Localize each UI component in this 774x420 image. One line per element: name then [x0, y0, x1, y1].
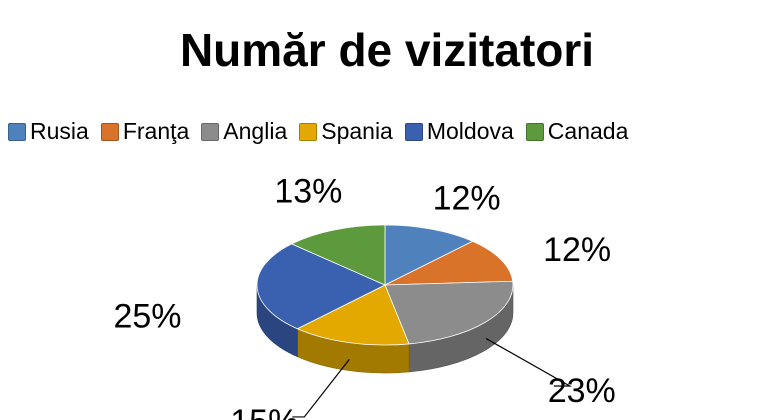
legend-label: Moldova: [426, 118, 514, 144]
chart-title: Număr de vizitatori: [179, 24, 595, 76]
legend-swatch: [8, 122, 26, 141]
legend-label: Anglia: [223, 118, 288, 144]
legend-item-rusia: Rusia: [8, 118, 89, 145]
pie-slice-moldova: [256, 243, 386, 330]
legend-swatch: [100, 122, 119, 141]
leader-line: [485, 338, 573, 387]
legend-swatch: [404, 122, 423, 141]
legend-item-anglia: Anglia: [201, 118, 287, 145]
legend-label: Spania: [321, 118, 393, 144]
pie-slice-canada: [290, 224, 386, 286]
chart-legend: Rusia Franţa Anglia Spania Moldova Canada: [8, 118, 768, 145]
legend-label: Rusia: [30, 118, 89, 144]
data-label-canada: 13%: [274, 173, 342, 211]
data-label-moldova: 25%: [113, 298, 181, 336]
legend-item-canada: Canada: [525, 118, 629, 145]
pie-slice-franta: [384, 240, 514, 286]
pie-slice-spania: [296, 284, 410, 346]
pie-slice-rusia: [384, 224, 474, 286]
legend-swatch: [299, 122, 318, 141]
data-label-spania: 15%: [230, 403, 298, 420]
leader-line: [292, 359, 350, 418]
data-label-rusia: 12%: [433, 180, 501, 218]
legend-swatch: [201, 122, 220, 141]
data-label-anglia: 23%: [548, 372, 616, 410]
pie-slice-anglia: [384, 280, 514, 345]
data-label-franta: 12%: [543, 231, 611, 269]
legend-label: Franţa: [122, 118, 190, 144]
legend-item-franta: Franţa: [100, 118, 190, 145]
legend-label: Canada: [547, 118, 629, 144]
legend-item-moldova: Moldova: [404, 118, 514, 145]
legend-swatch: [525, 122, 544, 141]
legend-item-spania: Spania: [299, 118, 393, 145]
